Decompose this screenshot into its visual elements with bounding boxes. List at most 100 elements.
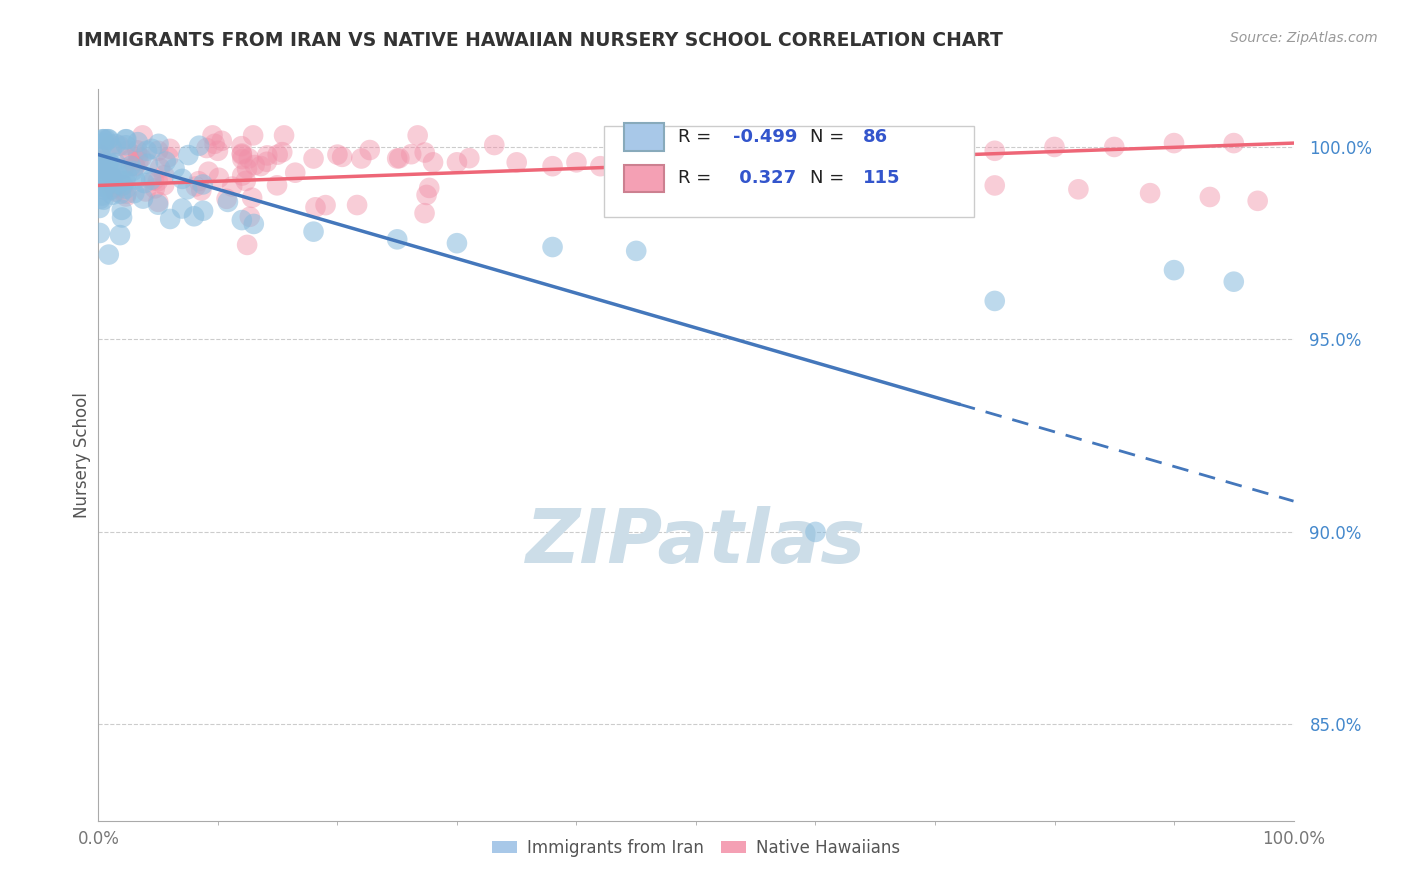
Point: [1163, 263, 1185, 277]
Point: [115, 181, 138, 195]
Point: [422, 155, 444, 169]
Point: [385, 232, 409, 246]
Point: [236, 161, 259, 176]
Point: [146, 174, 169, 188]
Point: [302, 225, 325, 239]
Point: [114, 132, 136, 146]
Text: -0.499: -0.499: [733, 128, 797, 145]
Point: [506, 155, 529, 169]
Point: [98, 155, 121, 169]
Point: [804, 147, 827, 161]
Point: [114, 138, 136, 153]
Point: [98, 183, 121, 197]
Point: [104, 155, 127, 169]
Point: [350, 152, 373, 166]
Point: [446, 155, 468, 169]
Point: [89, 147, 111, 161]
Point: [103, 180, 125, 194]
Text: Source: ZipAtlas.com: Source: ZipAtlas.com: [1230, 31, 1378, 45]
Point: [105, 164, 128, 178]
Point: [385, 152, 409, 166]
Point: [143, 181, 166, 195]
Point: [243, 158, 266, 172]
Text: R =: R =: [678, 169, 717, 187]
Point: [90, 151, 112, 165]
Point: [984, 178, 1007, 193]
Point: [197, 165, 219, 179]
Point: [984, 293, 1007, 308]
Point: [90, 159, 112, 173]
Point: [100, 137, 122, 152]
Point: [1223, 136, 1246, 150]
Point: [626, 244, 648, 258]
Point: [709, 167, 731, 181]
Point: [115, 186, 138, 201]
Point: [231, 169, 253, 183]
Text: N =: N =: [810, 128, 849, 145]
Point: [101, 174, 124, 188]
Point: [115, 189, 138, 203]
Point: [565, 155, 588, 169]
Point: [114, 174, 136, 188]
Point: [141, 142, 163, 156]
Point: [231, 152, 253, 166]
Point: [148, 136, 170, 151]
Point: [124, 159, 146, 173]
Point: [118, 153, 141, 167]
Point: [93, 136, 115, 150]
Point: [780, 163, 803, 178]
Point: [191, 178, 214, 192]
Point: [136, 157, 159, 171]
Point: [94, 132, 117, 146]
Point: [231, 147, 253, 161]
Point: [201, 128, 224, 143]
Point: [177, 148, 200, 162]
Point: [112, 178, 135, 193]
Point: [91, 132, 114, 146]
Point: [132, 192, 155, 206]
Point: [135, 185, 157, 199]
Point: [153, 178, 176, 193]
Point: [93, 158, 115, 172]
Point: [91, 188, 114, 202]
Point: [231, 139, 253, 153]
Point: [135, 144, 157, 158]
Point: [446, 236, 468, 251]
Point: [240, 191, 263, 205]
Point: [110, 186, 132, 201]
Point: [359, 143, 381, 157]
Point: [302, 152, 325, 166]
Point: [266, 178, 288, 193]
Point: [1104, 140, 1126, 154]
Point: [124, 172, 146, 186]
Point: [124, 186, 146, 201]
Point: [96, 158, 118, 172]
Point: [236, 238, 259, 252]
Point: [804, 524, 827, 539]
Point: [273, 128, 295, 143]
Point: [745, 152, 768, 166]
Point: [89, 178, 111, 193]
Point: [1139, 186, 1161, 201]
Point: [97, 247, 120, 261]
Text: 115: 115: [863, 169, 901, 187]
Point: [1247, 194, 1270, 208]
Point: [101, 187, 124, 202]
Point: [172, 172, 194, 186]
Point: [1223, 275, 1246, 289]
Point: [163, 161, 186, 176]
Point: [110, 174, 132, 188]
Point: [242, 128, 264, 143]
Y-axis label: Nursery School: Nursery School: [73, 392, 91, 518]
Point: [108, 138, 131, 153]
Point: [208, 170, 231, 185]
Legend: Immigrants from Iran, Native Hawaiians: Immigrants from Iran, Native Hawaiians: [485, 832, 907, 863]
Point: [176, 182, 198, 196]
Point: [111, 202, 134, 217]
Point: [256, 148, 278, 162]
Point: [89, 161, 111, 176]
FancyBboxPatch shape: [605, 126, 974, 218]
Point: [413, 145, 436, 160]
Point: [900, 175, 922, 189]
Point: [984, 144, 1007, 158]
